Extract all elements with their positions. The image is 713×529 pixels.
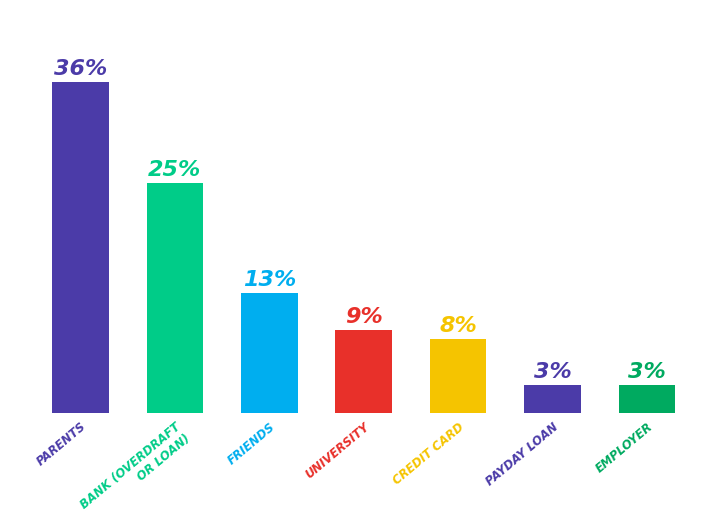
Text: 25%: 25% <box>148 160 202 180</box>
Bar <box>618 385 675 413</box>
Text: 3%: 3% <box>533 362 571 382</box>
Text: 3%: 3% <box>628 362 666 382</box>
Text: 8%: 8% <box>439 316 477 336</box>
Bar <box>430 339 486 413</box>
Text: 13%: 13% <box>242 270 296 290</box>
Bar <box>146 183 203 413</box>
Bar <box>335 330 392 413</box>
Bar <box>241 293 297 413</box>
Bar <box>52 81 109 413</box>
Text: 9%: 9% <box>345 307 382 327</box>
Text: 36%: 36% <box>53 59 107 79</box>
Bar <box>524 385 581 413</box>
